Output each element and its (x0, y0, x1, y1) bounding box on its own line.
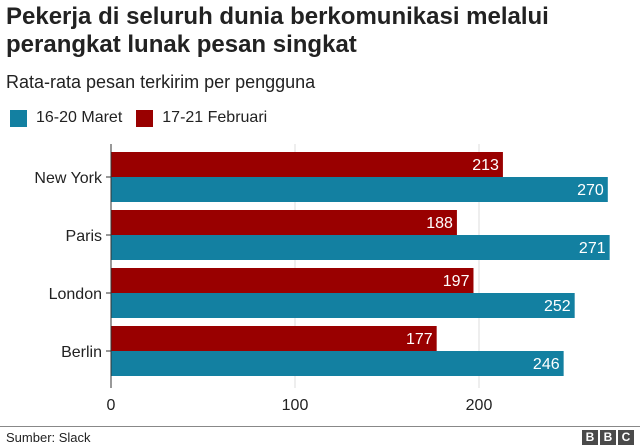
bar-3-0 (111, 351, 564, 376)
chart-title: Pekerja di seluruh dunia berkomunikasi m… (6, 3, 549, 58)
category-label-1: Paris (66, 228, 102, 245)
category-label-2: London (49, 286, 102, 303)
category-label-0: New York (34, 170, 103, 187)
legend-swatch-february (136, 109, 154, 127)
legend-item-march: 16-20 Maret (10, 108, 122, 128)
data-label-3-1: 177 (406, 331, 433, 348)
legend-label-march: 16-20 Maret (36, 109, 123, 126)
source-note: Sumber: Slack (6, 430, 91, 445)
category-label-3: Berlin (61, 344, 102, 361)
bar-2-1 (111, 268, 474, 293)
bar-0-1 (111, 152, 503, 177)
bbc-logo-letter-3: C (618, 430, 634, 445)
chart-subtitle: Rata-rata pesan terkirim per pengguna (6, 72, 316, 92)
data-label-3-0: 246 (533, 356, 560, 373)
data-label-2-1: 197 (443, 273, 470, 290)
bar-3-1 (111, 326, 437, 351)
legend-item-february: 17-21 Februari (136, 108, 267, 128)
data-label-1-0: 271 (579, 240, 606, 257)
data-label-2-0: 252 (544, 298, 571, 315)
bbc-logo-letter-2: B (600, 430, 616, 445)
legend: 16-20 Maret 17-21 Februari (10, 108, 281, 128)
bar-1-0 (111, 235, 610, 260)
bar-0-0 (111, 177, 608, 202)
x-tick-label-1: 100 (282, 397, 309, 414)
bar-chart: 0 100 200 213 270 New York 188 271 Paris 197 252 Lo… (34, 144, 610, 414)
bar-2-0 (111, 293, 575, 318)
data-label-1-1: 188 (426, 215, 453, 232)
legend-label-february: 17-21 Februari (162, 109, 268, 126)
data-label-0-1: 213 (472, 157, 499, 174)
x-tick-label-2: 200 (466, 397, 493, 414)
bar-1-1 (111, 210, 457, 235)
x-tick-label-0: 0 (107, 397, 116, 414)
bbc-logo: B B C (580, 430, 634, 445)
data-label-0-0: 270 (577, 182, 604, 199)
footer-divider (0, 426, 640, 427)
bbc-logo-letter-1: B (582, 430, 598, 445)
legend-swatch-march (10, 109, 27, 127)
